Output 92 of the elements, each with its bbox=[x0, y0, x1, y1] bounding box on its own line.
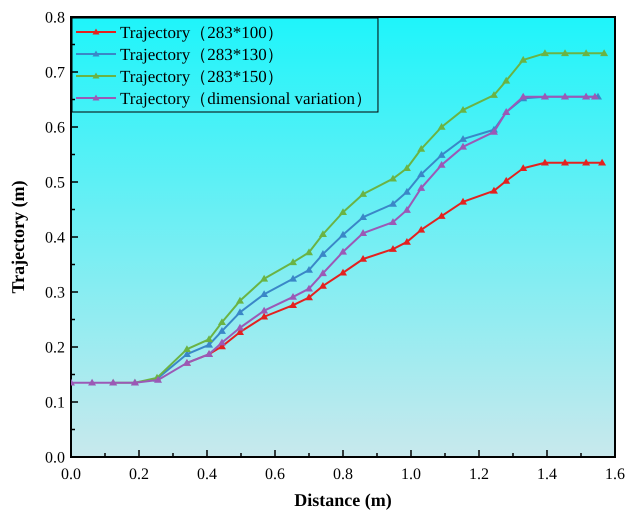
point bbox=[502, 176, 510, 184]
point bbox=[182, 345, 191, 352]
point bbox=[388, 245, 397, 252]
point bbox=[260, 274, 268, 282]
point bbox=[318, 250, 327, 257]
legend-label: Trajectory（283*100） bbox=[120, 23, 284, 42]
point bbox=[502, 76, 510, 84]
point bbox=[561, 158, 570, 166]
point bbox=[459, 198, 468, 205]
x-tick-label: 0.6 bbox=[265, 466, 285, 483]
point bbox=[305, 248, 313, 256]
point bbox=[540, 158, 549, 166]
point bbox=[540, 49, 549, 56]
point bbox=[459, 106, 468, 113]
x-tick-label: 0.0 bbox=[61, 466, 81, 483]
point bbox=[417, 184, 426, 191]
point bbox=[459, 135, 468, 142]
point bbox=[438, 151, 446, 158]
point bbox=[438, 160, 446, 168]
x-tick-label: 0.2 bbox=[129, 466, 149, 483]
point bbox=[438, 212, 446, 219]
point bbox=[561, 49, 570, 56]
x-tick-label: 1.2 bbox=[469, 466, 489, 483]
point bbox=[339, 230, 347, 238]
point bbox=[305, 284, 313, 292]
point bbox=[260, 306, 268, 314]
y-tick-label: 0.3 bbox=[45, 284, 65, 302]
point bbox=[519, 164, 528, 172]
point bbox=[305, 294, 313, 300]
x-tick-label: 0.4 bbox=[197, 466, 217, 483]
point bbox=[260, 290, 268, 297]
point bbox=[438, 123, 446, 130]
point bbox=[289, 301, 298, 308]
point bbox=[318, 269, 327, 276]
y-tick-label: 0.4 bbox=[45, 230, 65, 246]
point bbox=[598, 158, 606, 166]
point bbox=[519, 56, 528, 63]
y-tick-label: 0.0 bbox=[45, 450, 65, 466]
legend-label: Trajectory（dimensional variation） bbox=[120, 89, 372, 108]
point bbox=[236, 308, 244, 316]
x-tick-label: 0.8 bbox=[333, 466, 353, 483]
point bbox=[582, 49, 590, 56]
point bbox=[236, 324, 244, 331]
point bbox=[417, 170, 426, 178]
point bbox=[359, 190, 368, 197]
y-tick-label: 0.7 bbox=[45, 64, 65, 82]
point bbox=[388, 200, 397, 207]
point bbox=[218, 327, 226, 334]
point bbox=[318, 230, 327, 238]
legend-label: Trajectory（283*130） bbox=[120, 45, 284, 64]
y-tick-label: 0.8 bbox=[45, 10, 65, 26]
point bbox=[318, 282, 327, 289]
point bbox=[417, 145, 426, 152]
point bbox=[490, 91, 498, 98]
point bbox=[205, 335, 214, 342]
point bbox=[590, 92, 599, 100]
point bbox=[339, 268, 347, 276]
x-tick-label: 1.4 bbox=[537, 466, 557, 483]
legend-label: Trajectory（283*150） bbox=[120, 67, 284, 86]
point bbox=[402, 164, 411, 172]
y-tick-label: 0.5 bbox=[45, 174, 65, 192]
point bbox=[359, 229, 368, 236]
x-axis-title: Distance (m) bbox=[294, 490, 392, 510]
y-tick-label: 0.1 bbox=[45, 394, 65, 412]
point bbox=[388, 218, 397, 225]
point bbox=[600, 49, 608, 56]
point bbox=[289, 274, 298, 282]
point bbox=[260, 312, 268, 320]
point bbox=[305, 266, 313, 273]
point bbox=[402, 238, 411, 245]
point bbox=[459, 142, 468, 150]
point bbox=[339, 248, 347, 255]
point bbox=[88, 378, 96, 386]
point bbox=[417, 226, 426, 233]
point bbox=[402, 188, 411, 195]
y-tick-label: 0.2 bbox=[45, 340, 65, 356]
point bbox=[490, 186, 498, 194]
point bbox=[359, 255, 368, 262]
point bbox=[289, 292, 298, 300]
y-axis-title: Trajectory (m) bbox=[8, 180, 28, 294]
x-tick-label: 1.0 bbox=[401, 466, 421, 483]
point bbox=[339, 208, 347, 216]
x-tick-label: 1.6 bbox=[605, 466, 625, 483]
y-tick-label: 0.6 bbox=[45, 120, 65, 136]
point bbox=[236, 296, 244, 304]
point bbox=[582, 158, 590, 166]
point bbox=[402, 206, 411, 213]
point bbox=[359, 213, 368, 220]
point bbox=[218, 318, 226, 326]
point bbox=[289, 258, 298, 266]
point bbox=[218, 338, 226, 346]
point bbox=[388, 174, 397, 182]
